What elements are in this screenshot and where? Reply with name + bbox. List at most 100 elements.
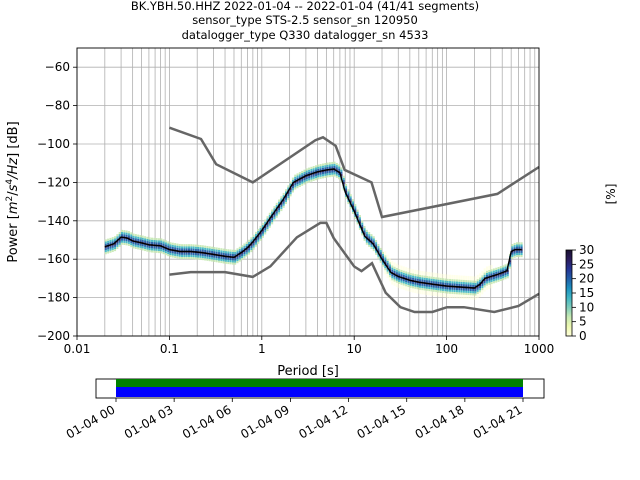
heatmap-cell [155, 240, 158, 243]
heatmap-cell [363, 225, 366, 229]
heatmap-cell [474, 295, 477, 298]
heatmap-cell [254, 244, 257, 247]
heatmap-cell [446, 274, 449, 277]
heatmap-cell [432, 289, 435, 292]
heatmap-cell [481, 277, 484, 280]
heatmap-cell [294, 174, 297, 177]
heatmap-cell [425, 288, 428, 291]
heatmap-cell [354, 216, 357, 219]
heatmap-cell [151, 239, 154, 242]
heatmap-cell [197, 255, 200, 258]
heatmap-cell [176, 254, 179, 257]
heatmap-cell [506, 269, 509, 273]
heatmap-cell [338, 168, 341, 171]
heatmap-cell [236, 250, 239, 253]
x-axis-ticks: 0.01 0.1 1 10 100 1000 [64, 336, 554, 356]
heatmap-cell [301, 170, 304, 174]
heatmap-cell [358, 227, 361, 230]
heatmap-cell [379, 258, 382, 261]
heatmap-cell [453, 287, 456, 290]
heatmap-cell [324, 167, 327, 170]
heatmap-cell [502, 275, 505, 279]
heatmap-cell [479, 277, 482, 280]
heatmap-cell [476, 283, 479, 286]
heatmap-cell [499, 278, 502, 282]
heatmap-cell [116, 234, 119, 237]
heatmap-cell [160, 242, 163, 245]
heatmap-cell [349, 198, 352, 201]
heatmap-cell [361, 224, 364, 227]
heatmap-cell [268, 212, 271, 216]
heatmap-cell [446, 287, 449, 290]
heatmap-cell [164, 242, 167, 245]
heatmap-cell [224, 248, 227, 252]
heatmap-cell [326, 162, 329, 165]
heatmap-cell [231, 253, 234, 257]
heatmap-cell [388, 258, 391, 261]
heatmap-cell [495, 278, 498, 281]
heatmap-cell [224, 251, 227, 254]
heatmap-cell [194, 244, 197, 247]
heatmap-cell [211, 259, 214, 262]
heatmap-cell [370, 234, 373, 237]
heatmap-cell [162, 252, 165, 255]
heatmap-cell [435, 289, 438, 293]
heatmap-cell [407, 274, 410, 277]
heatmap-cell [515, 254, 519, 258]
heatmap-cell [169, 250, 172, 253]
heatmap-cell [294, 185, 297, 188]
heatmap-cell [127, 241, 130, 244]
heatmap-cell [414, 286, 417, 289]
heatmap-cell [476, 276, 479, 280]
heatmap-cell [118, 236, 121, 239]
heatmap-cell [155, 246, 158, 249]
heatmap-cell [335, 167, 338, 170]
heatmap-cell [488, 267, 491, 271]
heatmap-cell [338, 174, 341, 178]
heatmap-cell [245, 241, 248, 244]
heatmap-cell [321, 174, 324, 177]
heatmap-cell [481, 281, 484, 284]
heatmap-cell [356, 222, 359, 225]
heatmap-cell [227, 253, 230, 256]
heatmap-cell [414, 288, 417, 291]
heatmap-cell [167, 243, 170, 246]
heatmap-cell [153, 250, 156, 253]
heatmap-cell [368, 242, 371, 245]
heatmap-cell [153, 246, 156, 249]
heatmap-cell [227, 251, 230, 254]
heatmap-cell [261, 222, 264, 226]
heatmap-cell [315, 167, 318, 170]
heatmap-cell [176, 251, 179, 255]
heatmap-cell [107, 247, 110, 250]
heatmap-cell [398, 269, 401, 272]
heatmap-cell [199, 255, 202, 258]
heatmap-cell [402, 281, 405, 284]
heatmap-cell [162, 243, 165, 246]
heatmap-cell [425, 280, 428, 283]
colorbar-tick-label: 10 [579, 300, 594, 314]
heatmap-cell [435, 287, 438, 290]
heatmap-cell [114, 238, 117, 241]
heatmap-cell [377, 248, 380, 251]
heatmap-cell [439, 279, 442, 283]
heatmap-cell [481, 273, 484, 276]
heatmap-cell [273, 216, 276, 219]
heatmap-cell [449, 295, 452, 299]
coverage-tick-label: 01-04 12 [296, 402, 350, 441]
heatmap-cell [453, 281, 456, 284]
heatmap-cell [395, 263, 398, 266]
heatmap-cell [137, 236, 140, 239]
heatmap-cell [439, 288, 442, 291]
heatmap-cell [449, 289, 452, 292]
heatmap-cell [351, 211, 354, 214]
heatmap-cell [345, 188, 348, 191]
heatmap-cell [511, 248, 514, 251]
heatmap-cell [483, 268, 486, 271]
heatmap-cell [331, 174, 334, 177]
heatmap-cell [391, 282, 394, 285]
heatmap-cell [391, 278, 394, 281]
heatmap-cell [254, 233, 257, 237]
heatmap-cell [218, 247, 221, 251]
heatmap-cell [430, 287, 433, 290]
